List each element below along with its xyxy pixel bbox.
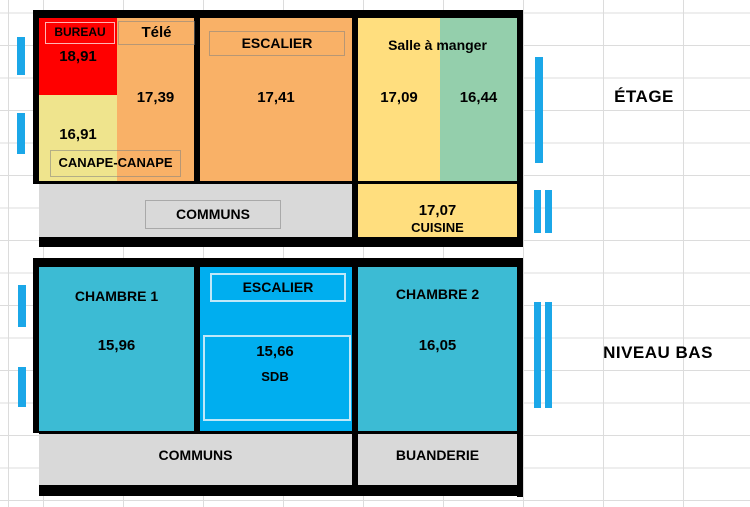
- chambre-2-value: 16,05: [418, 337, 457, 355]
- tele-value: 17,39: [136, 89, 175, 107]
- sdb-label: SDB: [261, 368, 289, 384]
- bas-wall-communs-divider: [39, 431, 517, 434]
- cuisine-value: 17,07: [418, 202, 457, 220]
- etage-title: ÉTAGE: [614, 87, 674, 107]
- salle-a-manger-value-green: 16,44: [459, 89, 498, 107]
- room-salle-a-manger-yellow: [358, 18, 440, 181]
- niveau-bas-title: NIVEAU BAS: [603, 343, 713, 363]
- window-bar-etage-right: [535, 57, 543, 163]
- etage-wall-bottom: [39, 237, 517, 247]
- chambre-1-label: CHAMBRE 1: [74, 287, 159, 304]
- bureau-value: 18,91: [59, 48, 97, 66]
- room-cuisine: [358, 184, 517, 237]
- escalier-etage-label: ESCALIER: [209, 31, 345, 56]
- room-chambre-2: [358, 267, 517, 431]
- room-canape: [39, 95, 117, 181]
- bas-wall-divider-1: [194, 267, 200, 431]
- room-tele: [117, 18, 194, 181]
- buanderie-label: BUANDERIE: [395, 446, 480, 463]
- canape-value: 16,91: [59, 126, 97, 144]
- communs-bas-label: COMMUNS: [158, 446, 233, 463]
- bas-wall-left: [33, 267, 39, 433]
- salle-a-manger-value-yellow: 17,09: [380, 89, 418, 107]
- room-communs-bas: [39, 434, 352, 485]
- window-bar-etage-left-2: [17, 113, 25, 154]
- bas-wall-top: [33, 258, 523, 267]
- window-bar-bas-left-2: [18, 367, 26, 407]
- sdb-box: [203, 335, 351, 421]
- bas-wall-right: [517, 258, 523, 497]
- etage-wall-left: [33, 18, 39, 184]
- window-bar-etage-left-1: [17, 37, 25, 75]
- window-bar-bas-right-1: [534, 302, 541, 408]
- etage-wall-right: [517, 10, 523, 247]
- room-salle-a-manger-green: [440, 18, 517, 181]
- etage-wall-communs-divider: [39, 181, 517, 184]
- window-bar-cuisine-1: [534, 190, 541, 233]
- chambre-1-value: 15,96: [97, 337, 136, 355]
- canape-label: CANAPE-CANAPE: [50, 150, 181, 177]
- etage-wall-divider-1: [194, 18, 200, 181]
- communs-etage-label: COMMUNS: [145, 200, 281, 229]
- window-bar-cuisine-2: [545, 190, 552, 233]
- salle-a-manger-label: Salle à manger: [388, 36, 487, 53]
- bureau-label: BUREAU: [45, 22, 115, 44]
- etage-wall-divider-2: [352, 18, 358, 237]
- window-bar-bas-left-1: [18, 285, 26, 327]
- chambre-2-label: CHAMBRE 2: [395, 285, 480, 302]
- room-bureau: [39, 18, 117, 95]
- tele-label: Télé: [118, 21, 195, 45]
- bas-wall-divider-2: [352, 267, 358, 485]
- room-chambre-1: [39, 267, 194, 431]
- sdb-value: 15,66: [256, 343, 294, 361]
- cuisine-label: CUISINE: [411, 220, 464, 236]
- room-escalier-sdb: [200, 267, 352, 431]
- spreadsheet-gridline-column-a: [8, 0, 9, 507]
- etage-wall-top: [33, 10, 523, 18]
- escalier-etage-value: 17,41: [257, 89, 295, 107]
- room-buanderie: [358, 434, 517, 485]
- room-escalier-etage: [200, 18, 352, 181]
- escalier-bas-label: ESCALIER: [210, 273, 346, 302]
- bas-wall-bottom: [39, 485, 517, 496]
- window-bar-bas-right-2: [545, 302, 552, 408]
